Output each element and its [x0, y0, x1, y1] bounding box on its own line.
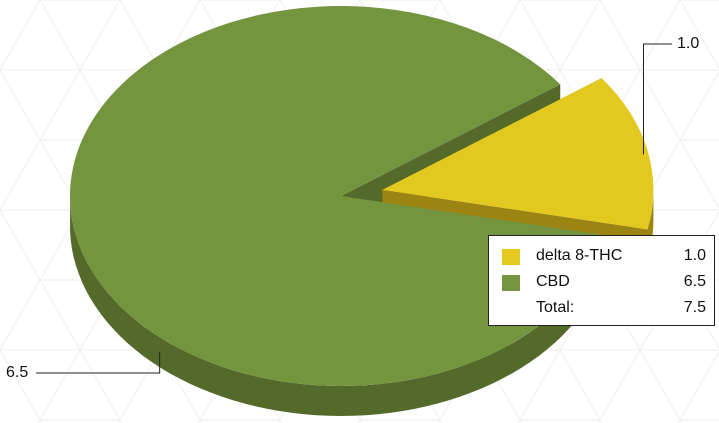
slice-side-cbd — [70, 201, 607, 416]
legend-value: 1.0 — [683, 247, 706, 264]
leader-line-delta-8-thc — [642, 43, 672, 155]
legend-item-cbd: CBD 6.5 — [489, 273, 716, 295]
data-label-cbd: 6.5 — [6, 364, 29, 381]
slice-cbd — [70, 5, 607, 386]
legend-total-label: Total: — [536, 299, 575, 316]
leader-line-cbd — [36, 352, 161, 374]
legend-swatch-cbd — [502, 275, 520, 291]
legend-item-delta-8-thc: delta 8-THC 1.0 — [489, 247, 716, 269]
data-label-delta-8-thc: 1.0 — [677, 35, 700, 52]
legend-value: 6.5 — [683, 273, 706, 290]
legend-label: CBD — [536, 273, 570, 290]
slice-delta-8-thc — [382, 78, 654, 230]
legend: delta 8-THC 1.0 CBD 6.5 Total: 7.5 — [488, 235, 715, 326]
legend-total-value: 7.5 — [683, 299, 706, 316]
legend-swatch-delta-8-thc — [502, 249, 520, 265]
legend-total-row: Total: 7.5 — [489, 299, 716, 321]
legend-label: delta 8-THC — [536, 247, 623, 264]
